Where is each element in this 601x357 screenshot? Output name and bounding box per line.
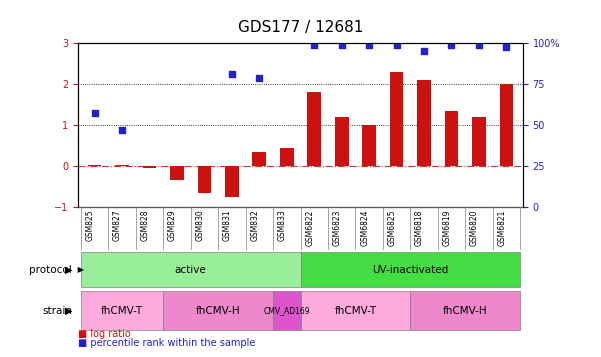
Point	[364, 42, 374, 48]
Text: fhCMV-T: fhCMV-T	[334, 306, 376, 316]
Bar	[225, 166, 239, 197]
Bar	[142, 166, 156, 168]
FancyBboxPatch shape	[81, 252, 300, 287]
Text: GSM829: GSM829	[168, 209, 177, 241]
Point	[254, 75, 264, 81]
Bar	[307, 92, 321, 166]
Bar	[115, 165, 129, 166]
FancyBboxPatch shape	[300, 252, 520, 287]
Bar	[445, 111, 459, 166]
Point	[419, 48, 429, 54]
Text: fhCMV-H: fhCMV-H	[443, 306, 487, 316]
FancyBboxPatch shape	[273, 291, 300, 330]
Point	[474, 42, 484, 48]
Text: GSM6819: GSM6819	[442, 209, 451, 246]
Point	[310, 42, 319, 48]
Text: GDS177 / 12681: GDS177 / 12681	[238, 20, 363, 35]
Text: CMV_AD169: CMV_AD169	[263, 306, 310, 315]
Text: GSM828: GSM828	[141, 209, 150, 241]
FancyBboxPatch shape	[81, 291, 163, 330]
Text: GSM6822: GSM6822	[305, 209, 314, 246]
Bar	[88, 165, 102, 166]
Text: UV-inactivated: UV-inactivated	[372, 265, 448, 275]
Text: GSM6820: GSM6820	[470, 209, 479, 246]
Bar	[280, 147, 294, 166]
FancyBboxPatch shape	[300, 291, 410, 330]
Text: ■ percentile rank within the sample: ■ percentile rank within the sample	[78, 338, 255, 348]
Text: GSM827: GSM827	[113, 209, 122, 241]
Bar	[417, 80, 431, 166]
Bar	[472, 117, 486, 166]
Text: strain: strain	[42, 306, 72, 316]
Text: GSM831: GSM831	[223, 209, 232, 241]
Text: GSM6824: GSM6824	[360, 209, 369, 246]
Text: ■ log ratio: ■ log ratio	[78, 329, 131, 339]
Point	[90, 110, 99, 115]
Text: ▶: ▶	[66, 306, 73, 316]
Point	[227, 71, 237, 76]
Point	[117, 127, 127, 133]
Text: GSM6821: GSM6821	[498, 209, 507, 246]
Text: ▶: ▶	[66, 265, 73, 275]
Point	[447, 42, 456, 48]
Text: protocol: protocol	[29, 265, 72, 275]
Text: GSM6825: GSM6825	[388, 209, 397, 246]
Point	[502, 44, 511, 50]
Bar	[198, 166, 212, 193]
FancyBboxPatch shape	[410, 291, 520, 330]
Text: ▶: ▶	[75, 265, 84, 274]
Text: GSM833: GSM833	[278, 209, 287, 241]
Text: GSM832: GSM832	[251, 209, 259, 241]
FancyBboxPatch shape	[163, 291, 273, 330]
Text: fhCMV-H: fhCMV-H	[196, 306, 240, 316]
Bar	[362, 125, 376, 166]
Text: active: active	[175, 265, 207, 275]
Point	[392, 42, 401, 48]
Text: GSM6818: GSM6818	[415, 209, 424, 246]
Bar	[335, 117, 349, 166]
Bar	[499, 84, 513, 166]
Text: fhCMV-T: fhCMV-T	[101, 306, 143, 316]
Text: GSM6823: GSM6823	[333, 209, 342, 246]
Bar	[252, 152, 266, 166]
Bar	[389, 71, 403, 166]
Bar	[170, 166, 184, 180]
Text: GSM825: GSM825	[85, 209, 94, 241]
Point	[337, 42, 347, 48]
Text: GSM830: GSM830	[195, 209, 204, 241]
